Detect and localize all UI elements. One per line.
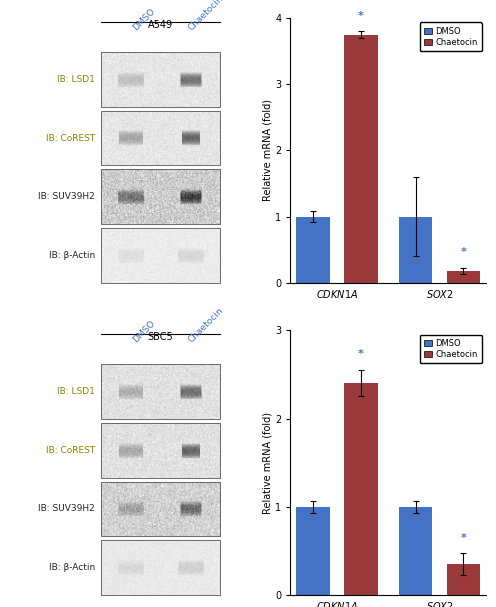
Bar [344,383,377,595]
Text: DMSO: DMSO [131,319,157,344]
Text: *: * [460,247,466,257]
Text: IB: CoREST: IB: CoREST [46,446,95,455]
Legend: DMSO, Chaetocin: DMSO, Chaetocin [420,334,482,364]
Text: IB: LSD1: IB: LSD1 [57,75,95,84]
Text: IB: SUV39H2: IB: SUV39H2 [38,504,95,514]
Bar [447,271,480,283]
Text: IB: LSD1: IB: LSD1 [57,387,95,396]
Text: A549: A549 [148,19,173,30]
Bar [297,217,330,283]
Y-axis label: Relative mRNA (fold): Relative mRNA (fold) [262,100,272,202]
Bar [399,507,433,595]
Text: *: * [358,11,364,21]
Text: DMSO: DMSO [131,6,157,32]
Bar [399,217,433,283]
Bar [447,564,480,595]
Text: IB: β-Actin: IB: β-Actin [49,251,95,260]
Text: SBC5: SBC5 [148,332,174,342]
Text: IB: SUV39H2: IB: SUV39H2 [38,192,95,202]
Text: *: * [460,533,466,543]
Bar [344,35,377,283]
Text: IB: CoREST: IB: CoREST [46,134,95,143]
Bar [297,507,330,595]
Legend: DMSO, Chaetocin: DMSO, Chaetocin [420,22,482,51]
Text: IB: β-Actin: IB: β-Actin [49,563,95,572]
Text: Chaetocin: Chaetocin [187,305,226,344]
Text: Chaetocin: Chaetocin [187,0,226,32]
Text: *: * [358,350,364,359]
Y-axis label: Relative mRNA (fold): Relative mRNA (fold) [262,412,272,514]
